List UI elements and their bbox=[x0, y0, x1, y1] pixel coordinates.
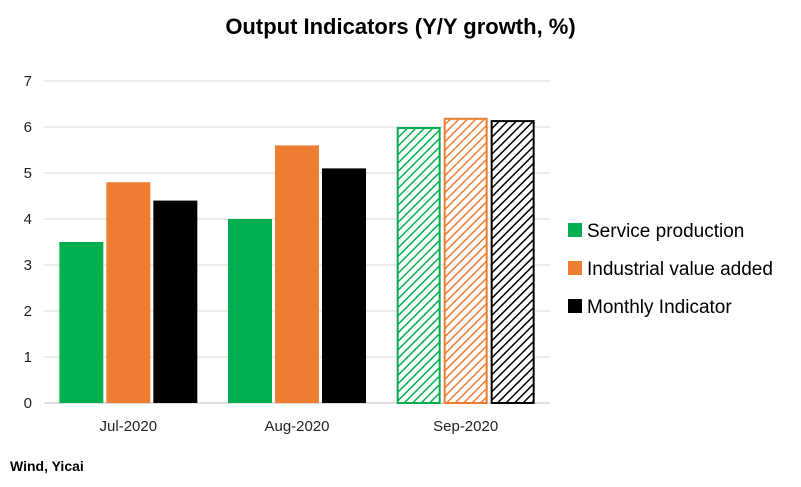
legend-swatch bbox=[568, 299, 582, 313]
y-tick-label: 1 bbox=[24, 349, 32, 366]
bars bbox=[59, 117, 535, 405]
y-tick-label: 6 bbox=[24, 119, 32, 136]
bar-industrial-value-added-aug-2020 bbox=[275, 145, 319, 403]
legend-label: Service production bbox=[587, 221, 744, 242]
y-tick-label: 5 bbox=[24, 165, 32, 182]
bar-monthly-indicator-jul-2020 bbox=[153, 200, 198, 403]
bar-industrial-value-added-jul-2020 bbox=[106, 182, 151, 403]
y-tick-label: 7 bbox=[24, 73, 32, 90]
chart-title: Output Indicators (Y/Y growth, %) bbox=[225, 14, 576, 39]
legend-label: Industrial value added bbox=[587, 259, 773, 280]
y-tick-label: 2 bbox=[24, 303, 32, 320]
y-tick-label: 3 bbox=[24, 257, 32, 274]
source-note: Wind, Yicai bbox=[10, 458, 84, 474]
x-tick-label: Sep-2020 bbox=[433, 418, 498, 435]
y-tick-label: 4 bbox=[24, 211, 32, 228]
legend-label: Monthly Indicator bbox=[587, 297, 732, 318]
y-axis: 0 1 2 3 4 5 6 7 bbox=[24, 73, 32, 412]
bar-monthly-indicator-sep-2020 bbox=[490, 120, 535, 404]
bar-industrial-value-added-sep-2020 bbox=[443, 117, 488, 405]
x-axis: Jul-2020 Aug-2020 Sep-2020 bbox=[100, 418, 499, 435]
bar-monthly-indicator-aug-2020 bbox=[322, 168, 366, 403]
bar-service-production-jul-2020 bbox=[59, 242, 104, 403]
bar-service-production-sep-2020 bbox=[396, 127, 441, 404]
legend-swatch bbox=[568, 223, 582, 237]
legend: Service production Industrial value added… bbox=[568, 221, 773, 318]
bar-service-production-aug-2020 bbox=[228, 219, 272, 403]
x-tick-label: Aug-2020 bbox=[264, 418, 329, 435]
legend-swatch bbox=[568, 261, 582, 275]
x-tick-label: Jul-2020 bbox=[100, 418, 158, 435]
y-tick-label: 0 bbox=[24, 395, 32, 412]
